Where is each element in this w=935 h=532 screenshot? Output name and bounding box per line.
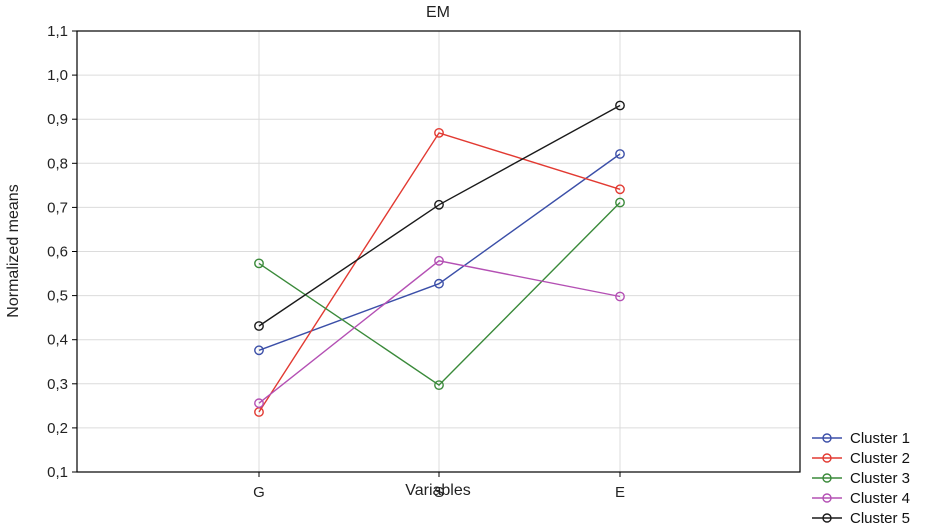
x-axis-label: Variables — [405, 482, 471, 499]
y-tick-label: 0,7 — [47, 199, 68, 216]
y-tick-label: 0,5 — [47, 288, 68, 305]
series-line — [258, 202, 621, 387]
legend-swatch-marker — [822, 473, 832, 483]
y-tick-label: 0,2 — [47, 420, 68, 437]
legend-item: Cluster 1 — [812, 430, 910, 447]
y-tick-label: 0,1 — [47, 464, 68, 481]
legend-swatch-marker — [822, 513, 832, 523]
data-point — [254, 398, 264, 409]
y-tick-label: 0,8 — [47, 155, 68, 172]
legend-swatch-marker — [822, 493, 832, 503]
y-tick-label: 0,6 — [47, 244, 68, 261]
legend-label: Cluster 3 — [850, 470, 910, 487]
legend-label: Cluster 4 — [850, 490, 910, 507]
data-point — [615, 100, 625, 111]
data-point — [254, 258, 264, 269]
legend-item: Cluster 5 — [812, 510, 910, 527]
series-line — [258, 153, 621, 351]
legend-item: Cluster 3 — [812, 470, 910, 487]
data-point — [434, 127, 444, 138]
data-point — [615, 149, 625, 159]
legend-item: Cluster 4 — [812, 490, 910, 507]
y-tick-label: 0,3 — [47, 376, 68, 393]
y-axis: 0,1 0,2 0,3 0,4 0,5 0,6 0,7 0,8 0,9 1,0 1,1 — [47, 23, 77, 481]
y-tick-label: 1,1 — [47, 23, 68, 40]
data-point — [434, 199, 444, 210]
series-1 — [254, 149, 625, 356]
legend-label: Cluster 2 — [850, 450, 910, 467]
y-axis-label: Normalized means — [5, 184, 22, 317]
data-point — [434, 255, 444, 266]
data-point — [434, 380, 444, 390]
series-4 — [254, 255, 625, 409]
legend-swatch-marker — [822, 453, 832, 463]
data-point — [254, 345, 264, 356]
data-point — [615, 197, 625, 208]
data-point — [615, 184, 625, 195]
legend-label: Cluster 1 — [850, 430, 910, 447]
y-tick-label: 0,9 — [47, 111, 68, 128]
legend-swatch-marker — [822, 433, 832, 443]
y-tick-label: 1,0 — [47, 67, 68, 84]
series-line — [258, 104, 621, 327]
x-tick-label: S — [434, 484, 444, 501]
x-tick-label: E — [615, 484, 625, 501]
data-point — [254, 321, 264, 331]
series-line — [258, 132, 621, 413]
series-5 — [254, 100, 625, 331]
legend-label: Cluster 5 — [850, 510, 910, 527]
x-tick-label: G — [253, 484, 265, 501]
data-point — [615, 291, 625, 302]
legend: Cluster 1 Cluster 2 Cluster 3 Cluster 4 Clus… — [812, 430, 910, 527]
grid — [77, 31, 800, 472]
data-point — [434, 278, 444, 289]
legend-item: Cluster 2 — [812, 450, 910, 467]
chart-title: EM — [426, 4, 450, 21]
series-2 — [254, 127, 625, 417]
series-line — [258, 260, 621, 404]
series-3 — [254, 197, 625, 390]
series-group — [254, 100, 625, 417]
y-tick-label: 0,4 — [47, 332, 68, 349]
